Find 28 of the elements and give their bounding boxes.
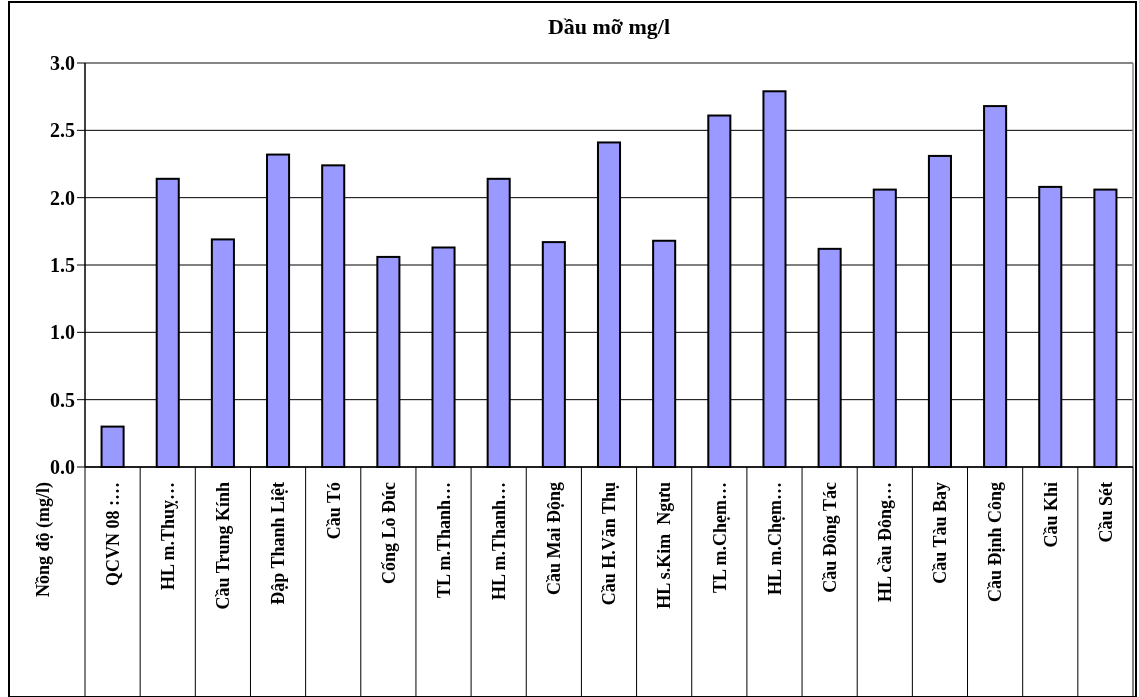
y-tick-label: 2.5 xyxy=(50,119,75,142)
x-tick-label: Cầu Đông Tác xyxy=(819,482,840,593)
y-tick-label: 0.0 xyxy=(50,456,75,478)
chart-title: Dầu mỡ mg/l xyxy=(547,14,671,39)
y-axis-title: Nồng độ (mg/l) xyxy=(33,482,55,598)
x-tick-label: Đập Thanh Liệt xyxy=(268,482,289,605)
x-tick-label: Cầu H.Văn Thụ xyxy=(599,482,620,606)
y-tick-label: 2.0 xyxy=(50,186,75,209)
x-tick-label: Cầu Trung Kính xyxy=(213,482,234,610)
x-tick-label: HL m.Thuỵ… xyxy=(158,482,179,591)
y-tick-label: 1.5 xyxy=(50,254,75,276)
y-tick-label: 3.0 xyxy=(50,52,75,74)
x-tick-label: Cống Lò Đúc xyxy=(378,481,399,585)
x-tick-label: TL m.Thanh… xyxy=(433,482,454,599)
x-tick-label: Cầu Tàu Bay xyxy=(930,482,951,584)
x-tick-label: Cầu Mai Động xyxy=(544,482,565,596)
x-tick-label: HL m.Chẹm… xyxy=(764,482,785,596)
x-tick-label: HL s.Kim Ngưu xyxy=(654,482,675,609)
x-tick-label: Cầu Tó xyxy=(323,482,344,540)
x-tick-label: TL m.Chẹm… xyxy=(709,482,730,594)
x-tick-label: Cầu Khỉ xyxy=(1040,482,1061,548)
y-tick-label: 1.0 xyxy=(50,321,75,344)
x-tick-label: Cầu Định Công xyxy=(985,482,1006,603)
y-tick-label: 0.5 xyxy=(50,388,75,411)
x-tick-label: HL cầu Đông… xyxy=(875,482,896,603)
x-tick-label: QCVN 08 :… xyxy=(102,482,123,586)
x-tick-label: HL m.Thanh… xyxy=(488,482,509,601)
x-tick-label: Cầu Sét xyxy=(1095,482,1116,543)
